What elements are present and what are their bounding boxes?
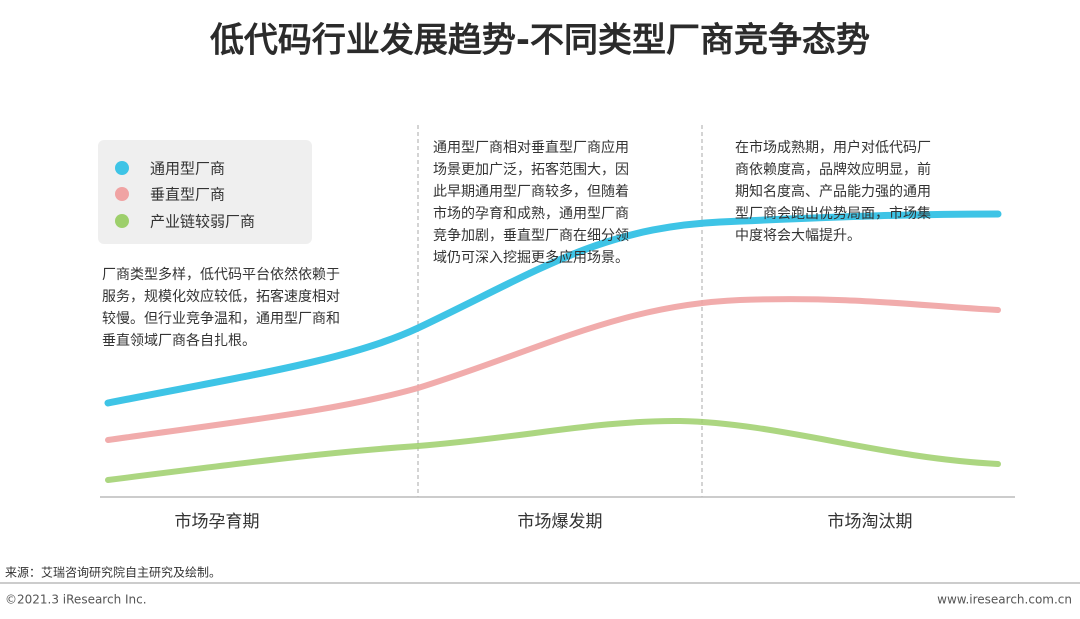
legend-dot: [115, 214, 129, 228]
stage-description: 商依赖度高，品牌效应明显，前: [735, 161, 931, 178]
legend-label: 垂直型厂商: [150, 186, 225, 204]
stage-description: 此早期通用型厂商较多，但随着: [433, 183, 629, 200]
legend-label: 通用型厂商: [150, 160, 225, 178]
stage-description: 通用型厂商相对垂直型厂商应用: [433, 139, 629, 156]
stage-description: 垂直领域厂商各自扎根。: [102, 332, 256, 349]
copyright: ©2021.3 iResearch Inc.: [5, 593, 147, 607]
stage-description: 在市场成熟期，用户对低代码厂: [735, 139, 931, 156]
stage-description: 服务，规模化效应较低，拓客速度相对: [102, 288, 340, 305]
stage-description: 较慢。但行业竞争温和，通用型厂商和: [102, 310, 340, 327]
stage-description: 场景更加广泛，拓客范围大，因: [433, 161, 629, 178]
stage-description: 厂商类型多样，低代码平台依然依赖于: [102, 266, 340, 283]
stage-description: 市场的孕育和成熟，通用型厂商: [433, 205, 629, 222]
stage-description: 型厂商会跑出优势局面，市场集: [735, 205, 931, 222]
legend-box: [98, 140, 312, 244]
curve-weak: [105, 417, 1001, 483]
legend-dot: [115, 187, 129, 201]
website: www.iresearch.com.cn: [937, 593, 1072, 607]
stage-label: 市场孕育期: [175, 512, 260, 532]
stage-description: 竞争加剧，垂直型厂商在细分领: [433, 227, 629, 244]
title: 低代码行业发展趋势-不同类型厂商竞争态势: [210, 21, 870, 61]
source: 来源：艾瑞咨询研究院自主研究及绘制。: [5, 565, 221, 580]
stage-label: 市场爆发期: [518, 512, 603, 532]
stage-description: 域仍可深入挖掘更多应用场景。: [433, 249, 629, 266]
legend-label: 产业链较弱厂商: [150, 213, 255, 231]
curve-vertical: [105, 296, 1001, 443]
stage-description: 中度将会大幅提升。: [735, 228, 861, 244]
legend-dot: [115, 161, 129, 175]
stage-label: 市场淘汰期: [828, 512, 913, 532]
stage-description: 期知名度高、产品能力强的通用: [735, 183, 931, 200]
curve-general: [104, 210, 1002, 407]
